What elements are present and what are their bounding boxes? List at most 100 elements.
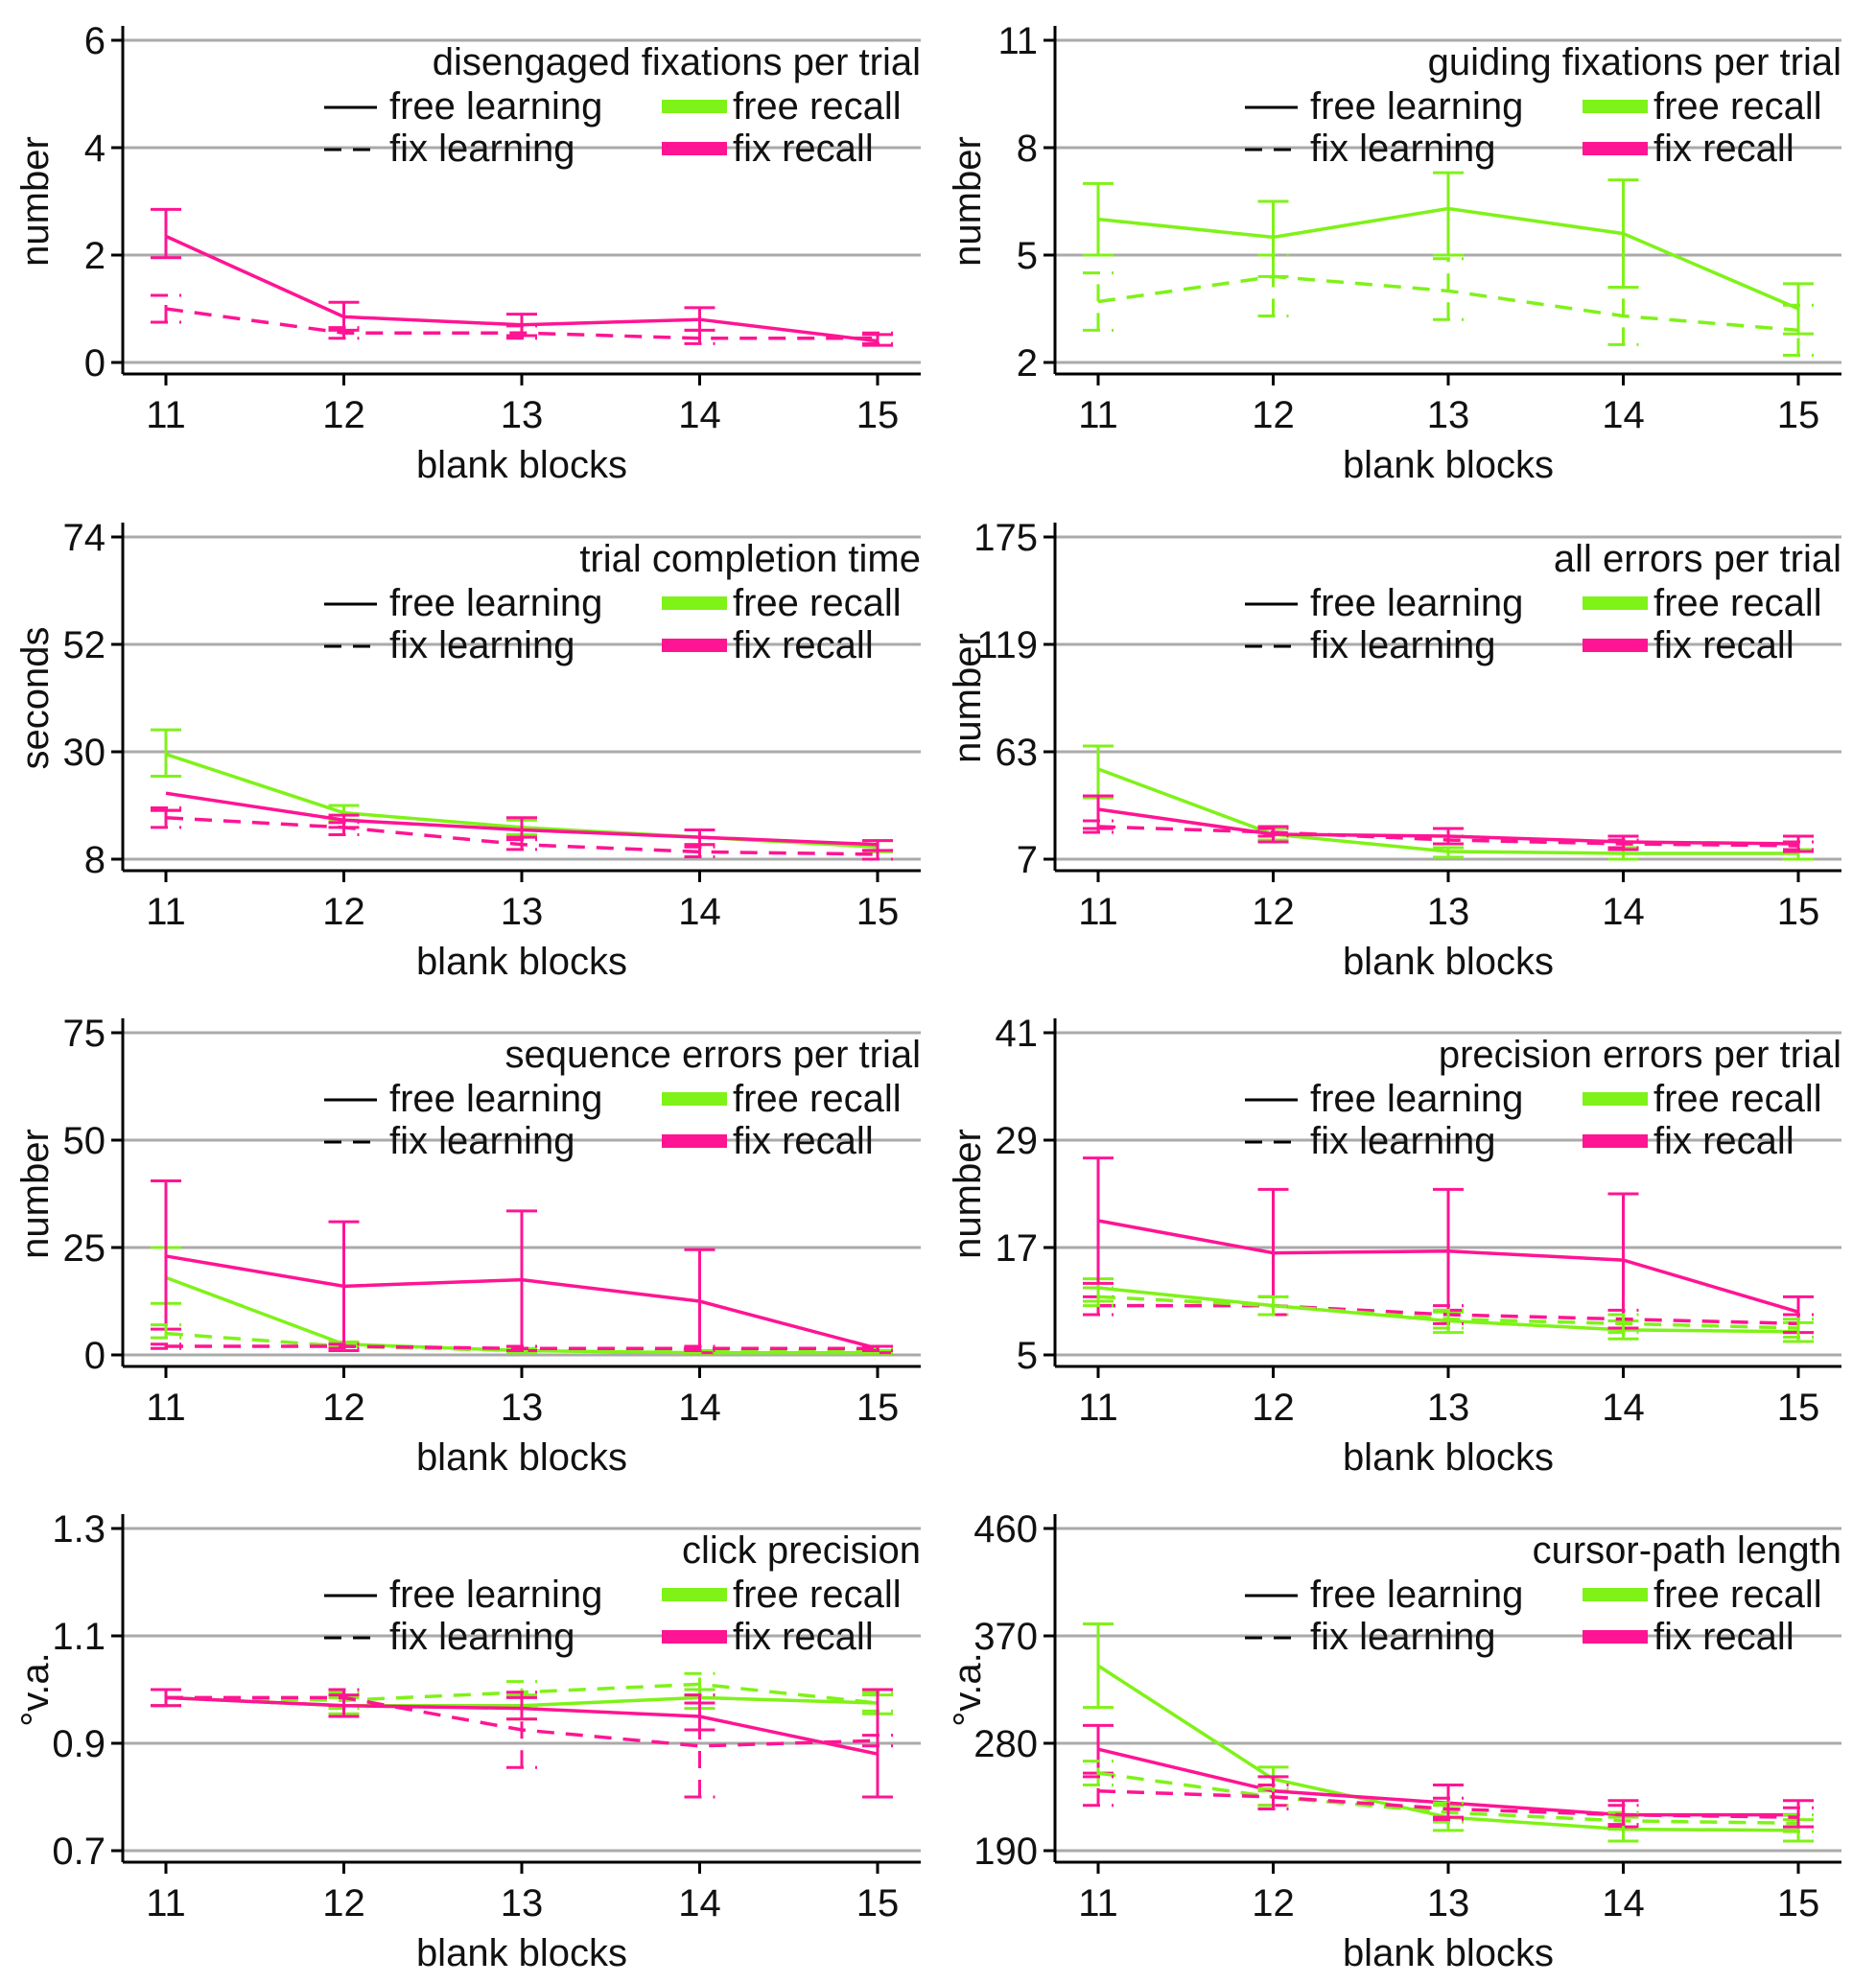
y-tick-label: 6 bbox=[84, 20, 106, 62]
x-axis-label: blank blocks bbox=[416, 444, 627, 486]
y-axis-label: °v.a. bbox=[947, 1652, 989, 1727]
legend-swatch-fix-recall bbox=[662, 1134, 727, 1148]
chart-panel-2: 2 5 8 11 11 12 13 14 15 blank blocks number guiding… bbox=[947, 20, 1841, 486]
series-fix-solid bbox=[151, 1179, 893, 1355]
y-tick-label: 75 bbox=[63, 1013, 106, 1055]
x-tick-label: 15 bbox=[856, 891, 900, 933]
x-tick-label: 14 bbox=[1602, 1882, 1645, 1925]
chart-title: click precision bbox=[682, 1529, 921, 1572]
x-tick-label: 14 bbox=[678, 891, 721, 933]
x-tick-label: 15 bbox=[856, 1882, 900, 1925]
y-tick-label: 175 bbox=[973, 517, 1038, 559]
y-tick-label: 5 bbox=[1017, 1335, 1038, 1377]
x-tick-label: 15 bbox=[856, 1387, 900, 1429]
legend-label-free-learning: free learning bbox=[1310, 582, 1523, 624]
x-tick-label: 13 bbox=[1427, 891, 1470, 933]
x-axis-label: blank blocks bbox=[416, 1932, 627, 1974]
legend-label-free-recall: free recall bbox=[733, 1078, 902, 1120]
x-tick-label: 15 bbox=[1777, 1882, 1820, 1925]
chart-panel-6: 5 17 29 41 11 12 13 14 15 blank blocks number preci… bbox=[947, 1013, 1841, 1479]
y-tick-label: 0.7 bbox=[52, 1831, 106, 1873]
series-fix-dashed bbox=[1083, 819, 1814, 852]
y-tick-label: 4 bbox=[84, 128, 106, 170]
y-axis-label: number bbox=[947, 633, 989, 763]
y-tick-label: 30 bbox=[63, 732, 106, 774]
legend-label-free-learning: free learning bbox=[389, 582, 602, 624]
y-tick-label: 8 bbox=[84, 839, 106, 881]
chart-title: cursor-path length bbox=[1533, 1529, 1841, 1572]
series-fix-dashed bbox=[151, 1688, 893, 1799]
y-tick-label: 280 bbox=[973, 1723, 1038, 1765]
legend-swatch-fix-recall bbox=[662, 1630, 727, 1644]
x-tick-label: 11 bbox=[146, 394, 186, 436]
x-axis-label: blank blocks bbox=[1343, 1436, 1554, 1479]
chart-title: sequence errors per trial bbox=[504, 1034, 921, 1076]
x-tick-label: 15 bbox=[1777, 891, 1820, 933]
x-tick-label: 15 bbox=[1777, 1387, 1820, 1429]
legend-label-fix-recall: fix recall bbox=[733, 1616, 874, 1658]
chart-panel-7: 0.7 0.9 1.1 1.3 11 12 13 14 15 blank blocks °v.a. c… bbox=[14, 1508, 921, 1974]
y-tick-label: 41 bbox=[996, 1013, 1039, 1055]
legend-swatch-fix-recall bbox=[662, 639, 727, 652]
legend-label-free-learning: free learning bbox=[1310, 85, 1523, 128]
y-tick-label: 2 bbox=[84, 235, 106, 277]
chart-panel-1: 0 2 4 6 11 12 13 14 15 blank blocks number disengag… bbox=[14, 20, 921, 486]
x-axis-label: blank blocks bbox=[1343, 444, 1554, 486]
chart-panel-8: 190 280 370 460 11 12 13 14 15 blank blocks °v.a. c… bbox=[947, 1508, 1841, 1974]
x-axis-label: blank blocks bbox=[416, 1436, 627, 1479]
legend-swatch-fix-recall bbox=[1583, 1630, 1648, 1644]
series-free-dashed bbox=[1083, 253, 1814, 358]
x-tick-label: 12 bbox=[1252, 891, 1295, 933]
x-tick-label: 13 bbox=[1427, 394, 1470, 436]
series-fix-dashed bbox=[151, 293, 893, 345]
y-tick-label: 0 bbox=[84, 1335, 106, 1377]
legend-swatch-free-recall bbox=[1583, 1092, 1648, 1106]
x-tick-label: 15 bbox=[856, 394, 900, 436]
legend-label-free-learning: free learning bbox=[1310, 1574, 1523, 1616]
chart-title: guiding fixations per trial bbox=[1428, 41, 1841, 83]
x-tick-label: 12 bbox=[1252, 1882, 1295, 1925]
chart-panel-4: 7 63 119 175 11 12 13 14 15 blank blocks number all… bbox=[947, 517, 1841, 983]
legend-label-free-recall: free recall bbox=[1653, 1078, 1822, 1120]
legend-label-free-recall: free recall bbox=[1653, 1574, 1822, 1616]
legend-swatch-free-recall bbox=[662, 596, 727, 610]
y-tick-label: 119 bbox=[976, 624, 1038, 666]
x-tick-label: 12 bbox=[1252, 394, 1295, 436]
legend-label-fix-recall: fix recall bbox=[733, 1120, 874, 1162]
chart-panel-5: 0 25 50 75 11 12 13 14 15 blank blocks number seque… bbox=[14, 1013, 921, 1479]
legend-label-fix-learning: fix learning bbox=[389, 624, 575, 666]
legend-label-fix-learning: fix learning bbox=[389, 128, 575, 170]
y-tick-label: 11 bbox=[997, 20, 1038, 62]
chart-title: precision errors per trial bbox=[1439, 1034, 1841, 1076]
y-tick-label: 52 bbox=[63, 624, 106, 666]
legend-swatch-free-recall bbox=[1583, 100, 1648, 113]
y-tick-label: 74 bbox=[63, 517, 106, 559]
y-tick-label: 0.9 bbox=[52, 1723, 106, 1765]
x-tick-label: 14 bbox=[678, 1387, 721, 1429]
legend-label-fix-learning: fix learning bbox=[1310, 128, 1495, 170]
legend-swatch-fix-recall bbox=[662, 142, 727, 155]
y-tick-label: 17 bbox=[996, 1227, 1039, 1270]
x-tick-label: 11 bbox=[1078, 394, 1118, 436]
y-tick-label: 29 bbox=[996, 1120, 1039, 1162]
legend-label-fix-recall: fix recall bbox=[733, 128, 874, 170]
legend-label-free-recall: free recall bbox=[733, 85, 902, 128]
legend-label-free-learning: free learning bbox=[389, 1078, 602, 1120]
x-tick-label: 14 bbox=[678, 394, 721, 436]
legend-swatch-fix-recall bbox=[1583, 639, 1648, 652]
legend-label-fix-learning: fix learning bbox=[389, 1120, 575, 1162]
y-tick-label: 1.3 bbox=[52, 1508, 106, 1551]
x-tick-label: 12 bbox=[322, 891, 365, 933]
legend-label-fix-learning: fix learning bbox=[1310, 1120, 1495, 1162]
y-axis-label: number bbox=[947, 1129, 989, 1259]
y-tick-label: 25 bbox=[63, 1227, 106, 1270]
legend-label-free-recall: free recall bbox=[1653, 85, 1822, 128]
chart-title: all errors per trial bbox=[1554, 538, 1841, 580]
legend-label-free-recall: free recall bbox=[1653, 582, 1822, 624]
x-tick-label: 14 bbox=[1602, 394, 1645, 436]
